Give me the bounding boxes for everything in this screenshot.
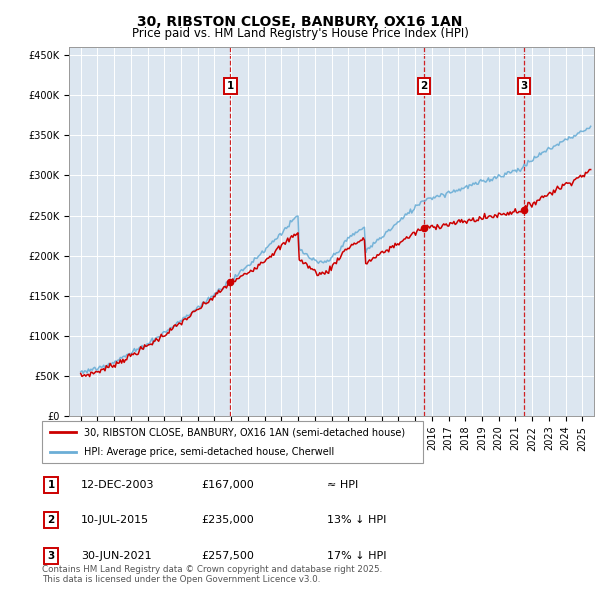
FancyBboxPatch shape: [42, 421, 423, 463]
Text: 2: 2: [47, 516, 55, 525]
Text: 30, RIBSTON CLOSE, BANBURY, OX16 1AN: 30, RIBSTON CLOSE, BANBURY, OX16 1AN: [137, 15, 463, 29]
Text: 3: 3: [520, 81, 527, 91]
Text: 30, RIBSTON CLOSE, BANBURY, OX16 1AN (semi-detached house): 30, RIBSTON CLOSE, BANBURY, OX16 1AN (se…: [84, 427, 405, 437]
Text: 10-JUL-2015: 10-JUL-2015: [81, 516, 149, 525]
Text: 17% ↓ HPI: 17% ↓ HPI: [327, 551, 386, 560]
Text: 1: 1: [227, 81, 234, 91]
Text: ≈ HPI: ≈ HPI: [327, 480, 358, 490]
Text: 30-JUN-2021: 30-JUN-2021: [81, 551, 152, 560]
Text: 3: 3: [47, 551, 55, 560]
Text: HPI: Average price, semi-detached house, Cherwell: HPI: Average price, semi-detached house,…: [84, 447, 334, 457]
Text: 12-DEC-2003: 12-DEC-2003: [81, 480, 155, 490]
Text: £167,000: £167,000: [201, 480, 254, 490]
Text: £235,000: £235,000: [201, 516, 254, 525]
Text: 2: 2: [421, 81, 428, 91]
Text: 1: 1: [47, 480, 55, 490]
Text: Contains HM Land Registry data © Crown copyright and database right 2025.
This d: Contains HM Land Registry data © Crown c…: [42, 565, 382, 584]
Text: 13% ↓ HPI: 13% ↓ HPI: [327, 516, 386, 525]
Text: Price paid vs. HM Land Registry's House Price Index (HPI): Price paid vs. HM Land Registry's House …: [131, 27, 469, 40]
Text: £257,500: £257,500: [201, 551, 254, 560]
